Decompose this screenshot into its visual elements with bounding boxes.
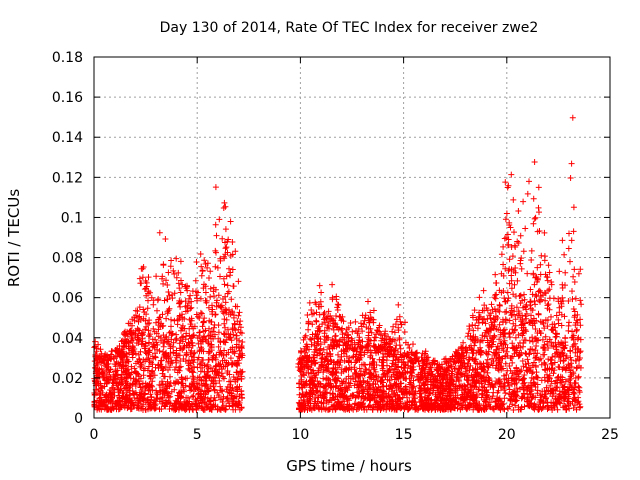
x-tick-label-0: 0 — [90, 427, 99, 443]
y-tick-label-9: 0.18 — [52, 50, 83, 66]
y-axis-title: ROTI / TECUs — [5, 189, 23, 287]
y-tick-label-6: 0.12 — [52, 170, 83, 186]
chart-title: Day 130 of 2014, Rate Of TEC Index for r… — [160, 20, 539, 36]
plot-frame — [93, 56, 611, 419]
axes: 0 5 10 15 20 25 0 0.02 0.04 0.06 0.08 0.1 0.12 0.14 0.… — [52, 50, 619, 443]
x-axis-title: GPS time / hours — [286, 457, 412, 475]
y-tick-label-0: 0 — [74, 411, 83, 427]
y-tick-label-2: 0.04 — [52, 331, 83, 347]
roti-plus-markers — [91, 114, 585, 413]
y-tick-label-4: 0.08 — [52, 251, 83, 267]
y-tick-label-7: 0.14 — [52, 130, 83, 146]
x-tick-label-1: 5 — [193, 427, 202, 443]
y-tick-label-3: 0.06 — [52, 291, 83, 307]
data-points — [91, 114, 585, 413]
x-tick-label-4: 20 — [498, 427, 516, 443]
y-tick-label-1: 0.02 — [52, 371, 83, 387]
x-tick-label-3: 15 — [395, 427, 413, 443]
y-tick-label-5: 0.1 — [61, 210, 83, 226]
x-tick-label-2: 10 — [291, 427, 309, 443]
y-tick-label-8: 0.16 — [52, 90, 83, 106]
x-tick-label-5: 25 — [601, 427, 619, 443]
